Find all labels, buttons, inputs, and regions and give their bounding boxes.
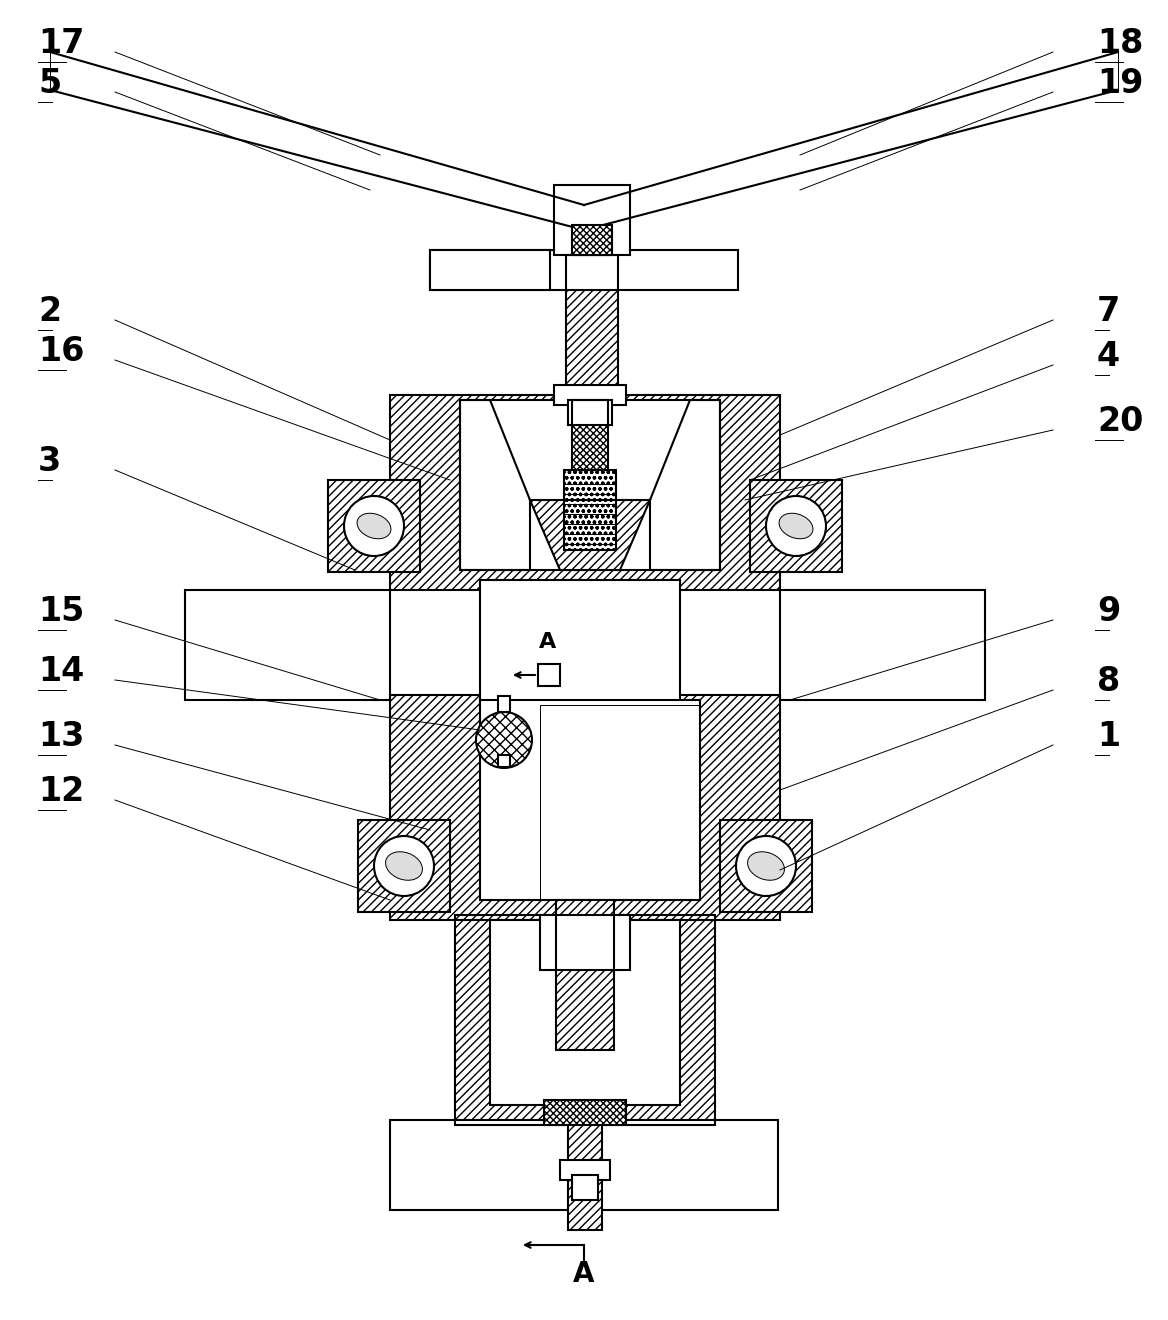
Bar (572, 224, 612, 255)
Circle shape (766, 496, 826, 556)
Bar (572, 224, 612, 255)
Bar (554, 185, 630, 255)
Bar (390, 696, 780, 920)
Ellipse shape (779, 513, 813, 539)
Bar (430, 249, 738, 290)
Text: 18: 18 (1097, 26, 1143, 59)
Text: 12: 12 (39, 775, 84, 808)
Text: 14: 14 (39, 655, 84, 688)
Bar (568, 1110, 602, 1230)
Text: 3: 3 (39, 445, 61, 478)
Text: 15: 15 (39, 595, 84, 628)
Bar (719, 820, 812, 912)
Bar (566, 255, 618, 400)
Ellipse shape (748, 851, 785, 880)
Polygon shape (530, 500, 651, 570)
Bar (544, 1100, 626, 1125)
Text: 5: 5 (39, 67, 61, 100)
Bar (568, 1110, 602, 1230)
Bar (750, 480, 842, 572)
Bar (456, 915, 715, 1125)
Bar (328, 480, 420, 572)
Polygon shape (460, 400, 530, 570)
Bar (491, 920, 680, 1105)
Text: 8: 8 (1097, 665, 1120, 698)
Ellipse shape (385, 851, 423, 880)
Bar (328, 480, 420, 572)
Bar (498, 755, 510, 767)
Text: A: A (540, 632, 557, 652)
Bar (564, 470, 616, 550)
Bar (566, 255, 618, 400)
Circle shape (345, 496, 404, 556)
Bar (572, 400, 609, 470)
Bar (568, 400, 612, 425)
Bar (564, 470, 616, 550)
Polygon shape (540, 705, 700, 900)
Bar (390, 1119, 778, 1210)
Text: 16: 16 (39, 335, 84, 368)
Bar (750, 480, 842, 572)
Bar (719, 820, 812, 912)
Text: 19: 19 (1097, 67, 1143, 100)
Bar (572, 1175, 598, 1200)
Bar (780, 590, 985, 700)
Polygon shape (651, 400, 719, 570)
Bar (540, 915, 630, 970)
Bar (390, 395, 780, 590)
Bar (538, 664, 559, 686)
Bar (556, 900, 614, 1049)
Bar (480, 700, 700, 900)
Bar (572, 400, 609, 470)
Bar (544, 1100, 626, 1125)
Bar (554, 385, 626, 405)
Text: 4: 4 (1097, 341, 1120, 374)
Bar (559, 1160, 610, 1180)
Text: 13: 13 (39, 719, 84, 752)
Ellipse shape (357, 513, 391, 539)
Bar (359, 820, 450, 912)
Bar (390, 395, 780, 590)
Text: 17: 17 (39, 26, 84, 59)
Text: 9: 9 (1097, 595, 1120, 628)
Circle shape (736, 836, 797, 896)
Circle shape (477, 711, 531, 768)
Text: 1: 1 (1097, 719, 1120, 752)
Bar (430, 249, 550, 290)
Bar (480, 579, 680, 710)
Bar (390, 696, 780, 920)
Bar (456, 915, 715, 1125)
Text: 2: 2 (39, 294, 61, 327)
Bar (185, 590, 390, 700)
Text: A: A (573, 1261, 595, 1288)
Bar (460, 400, 719, 570)
Bar (359, 820, 450, 912)
Bar (556, 900, 614, 1049)
Text: 20: 20 (1097, 405, 1143, 438)
Circle shape (374, 836, 434, 896)
Bar (498, 696, 510, 711)
Text: 7: 7 (1097, 294, 1120, 327)
